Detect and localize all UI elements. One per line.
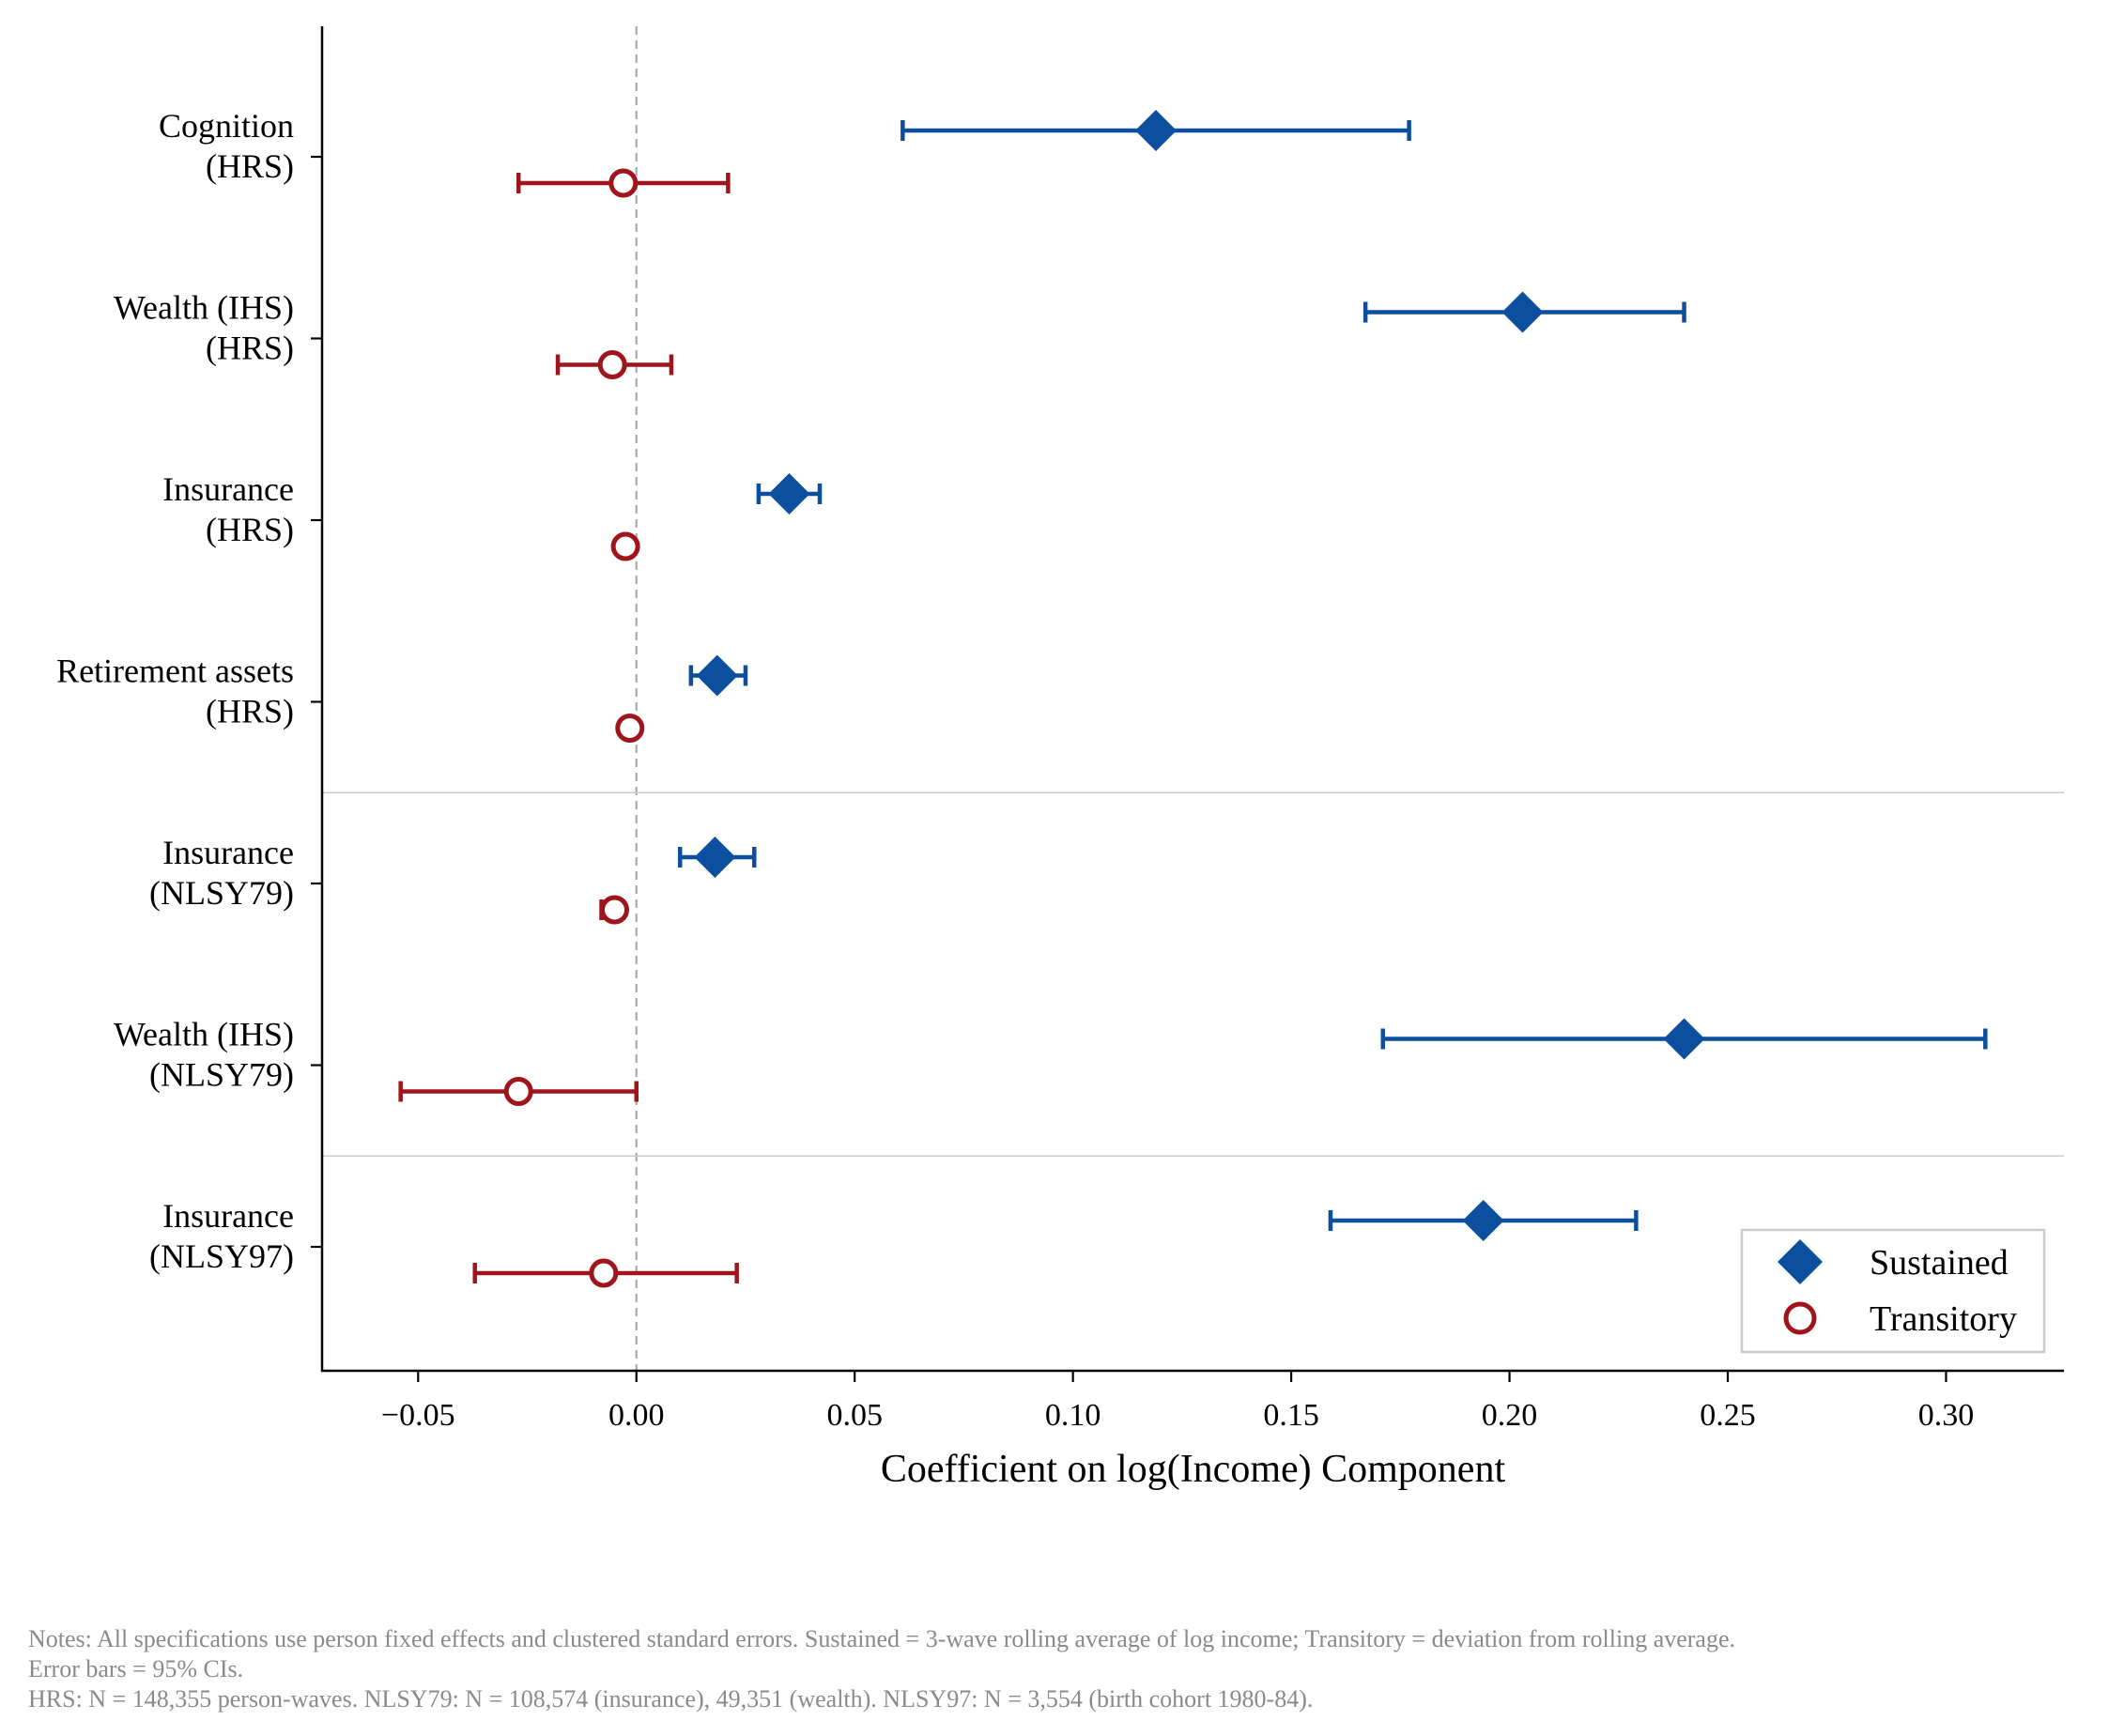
y-category-label: Insurance [162,470,294,508]
y-category-label: Wealth (IHS) [114,289,294,327]
coefficient-plot: −0.05 0.00 0.05 0.10 0.15 0.20 0.25 0.30 Cognit… [56,26,2064,1491]
y-category-label: (NLSY97) [149,1237,294,1275]
point-sustained [694,837,736,878]
x-tick-label: −0.05 [381,1398,455,1433]
x-tick-label: 0.00 [608,1398,665,1433]
notes-line-3: HRS: N = 148,355 person-waves. NLSY79: N… [28,1685,1314,1713]
x-tick-label: 0.20 [1482,1398,1538,1433]
x-tick-label: 0.05 [826,1398,883,1433]
y-category-label: Cognition [159,107,294,145]
y-category-label: (HRS) [206,147,294,185]
legend-swatch-transitory [1783,1301,1817,1335]
y-category-label: Wealth (IHS) [114,1016,294,1053]
y-category-label: (HRS) [206,693,294,730]
y-category-label: Insurance [162,834,294,871]
y-axis-ticks: Cognition(HRS)Wealth (IHS)(HRS)Insurance… [56,107,322,1275]
point-transitory [597,350,627,379]
point-sustained [696,654,738,697]
group-separators [322,791,2064,1158]
axes [320,26,2064,1373]
point-transitory [608,168,639,198]
point-transitory [503,1077,533,1106]
x-tick-label: 0.15 [1263,1398,1319,1433]
x-tick-label: 0.10 [1045,1398,1101,1433]
y-category-label: (HRS) [206,330,294,367]
notes-line-2: Error bars = 95% CIs. [28,1655,244,1682]
series-marks [398,110,1988,1288]
point-transitory [589,1258,619,1288]
legend-swatch-sustained [1778,1239,1823,1284]
point-transitory [610,531,640,561]
y-category-label: (NLSY79) [149,1056,294,1094]
point-sustained [1462,1200,1504,1241]
legend-label-transitory: Transitory [1870,1299,2017,1339]
point-transitory [615,714,645,743]
x-axis-title: Coefficient on log(Income) Component [881,1448,1506,1491]
y-category-label: Retirement assets [56,653,294,690]
legend: Sustained Transitory [1740,1228,2046,1354]
y-category-label: (NLSY79) [149,874,294,912]
point-sustained [768,473,810,515]
point-sustained [1501,291,1544,333]
x-axis-ticks: −0.05 0.00 0.05 0.10 0.15 0.20 0.25 0.30 [381,1371,1974,1433]
figure-notes: Notes: All specifications use person fix… [28,1624,2094,1714]
notes-line-1: Notes: All specifications use person fix… [28,1625,1736,1652]
point-sustained [1134,110,1177,151]
legend-label-sustained: Sustained [1870,1243,2009,1283]
x-tick-label: 0.30 [1918,1398,1975,1433]
x-tick-label: 0.25 [1700,1398,1756,1433]
y-category-label: (HRS) [206,511,294,548]
y-category-label: Insurance [162,1197,294,1235]
point-transitory [599,895,629,925]
point-sustained [1663,1018,1705,1060]
